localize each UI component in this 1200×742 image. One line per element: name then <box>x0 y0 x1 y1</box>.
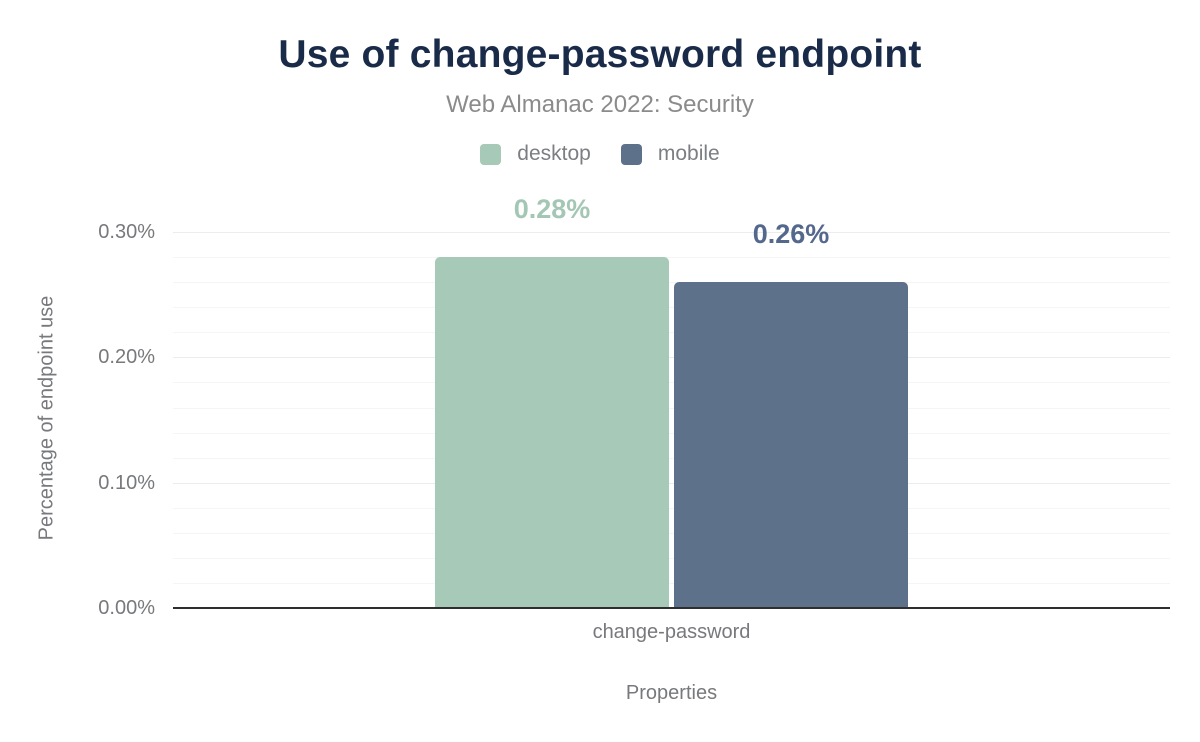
mobile-swatch-icon <box>620 143 642 165</box>
legend: desktop mobile <box>0 142 1200 166</box>
gridline-minor <box>173 457 1170 459</box>
gridline-minor <box>173 582 1170 584</box>
bar-value-label-desktop: 0.28% <box>513 194 591 225</box>
gridline-minor <box>173 282 1170 284</box>
gridline-minor <box>173 507 1170 509</box>
gridline-major <box>173 232 1170 233</box>
legend-label-mobile: mobile <box>657 142 720 165</box>
chart-subtitle: Web Almanac 2022: Security <box>446 91 754 118</box>
y-tick-label: 0.30% <box>98 221 155 243</box>
x-axis-title: Properties <box>625 682 718 704</box>
x-tick-label: change-password <box>592 621 751 643</box>
bar-value-label-mobile: 0.26% <box>752 219 830 250</box>
gridline-minor <box>173 332 1170 334</box>
plot-area: 0.28% 0.26% <box>173 194 1170 608</box>
gridline-minor <box>173 532 1170 534</box>
y-tick-label: 0.00% <box>98 597 155 619</box>
gridline-minor <box>173 407 1170 409</box>
legend-item-desktop[interactable]: desktop <box>480 142 591 166</box>
gridline-minor <box>173 557 1170 559</box>
gridline-minor <box>173 382 1170 384</box>
gridline-major <box>173 482 1170 484</box>
gridline-major <box>173 357 1170 359</box>
y-tick-label: 0.20% <box>98 346 155 369</box>
bar-mobile[interactable] <box>674 282 908 608</box>
y-tick-label: 0.10% <box>98 471 155 494</box>
gridline-minor <box>173 307 1170 309</box>
legend-label-desktop: desktop <box>517 142 591 165</box>
chart-title: Use of change-password endpoint <box>278 33 922 76</box>
x-axis-line <box>173 607 1170 609</box>
y-axis-title: Percentage of endpoint use <box>35 295 58 541</box>
bar-desktop[interactable] <box>435 257 669 608</box>
desktop-swatch-icon <box>480 143 502 165</box>
gridline-minor <box>173 257 1170 259</box>
legend-item-mobile[interactable]: mobile <box>620 142 720 166</box>
gridline-minor <box>173 432 1170 434</box>
